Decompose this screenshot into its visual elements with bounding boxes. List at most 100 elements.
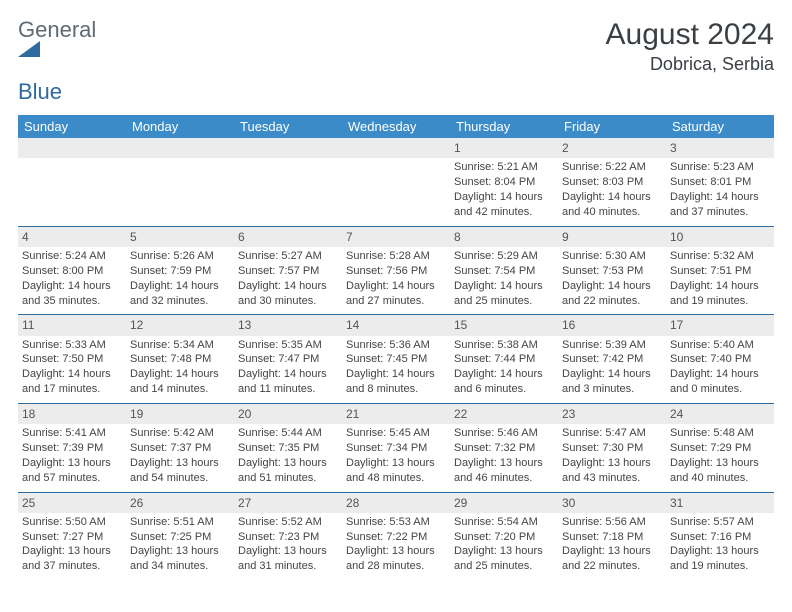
- sunset-text: Sunset: 7:42 PM: [562, 352, 662, 367]
- day-number: 17: [666, 315, 774, 335]
- sunrise-text: Sunrise: 5:50 AM: [22, 515, 122, 530]
- calendar-cell: 21Sunrise: 5:45 AMSunset: 7:34 PMDayligh…: [342, 403, 450, 492]
- daylight-text: Daylight: 14 hours and 17 minutes.: [22, 367, 122, 397]
- calendar-cell: 24Sunrise: 5:48 AMSunset: 7:29 PMDayligh…: [666, 403, 774, 492]
- logo-word2: Blue: [18, 79, 62, 104]
- daylight-text: Daylight: 14 hours and 35 minutes.: [22, 279, 122, 309]
- calendar-cell: 9 Sunrise: 5:30 AMSunset: 7:53 PMDaylight…: [558, 226, 666, 315]
- sunrise-text: Sunrise: 5:34 AM: [130, 338, 230, 353]
- sunrise-text: Sunrise: 5:46 AM: [454, 426, 554, 441]
- calendar-cell: 15Sunrise: 5:38 AMSunset: 7:44 PMDayligh…: [450, 315, 558, 404]
- calendar-cell: 1Sunrise: 5:21 AMSunset: 8:04 PMDaylight…: [450, 138, 558, 226]
- day-header: Wednesday: [342, 115, 450, 138]
- day-number: 9: [558, 227, 666, 247]
- sunset-text: Sunset: 7:39 PM: [22, 441, 122, 456]
- sunrise-text: Sunrise: 5:36 AM: [346, 338, 446, 353]
- sunset-text: Sunset: 7:44 PM: [454, 352, 554, 367]
- daylight-text: Daylight: 14 hours and 22 minutes.: [562, 279, 662, 309]
- daylight-text: Daylight: 13 hours and 51 minutes.: [238, 456, 338, 486]
- day-header: Saturday: [666, 115, 774, 138]
- daylight-text: Daylight: 13 hours and 22 minutes.: [562, 544, 662, 574]
- calendar-table: SundayMondayTuesdayWednesdayThursdayFrid…: [18, 115, 774, 580]
- day-number: 23: [558, 404, 666, 424]
- calendar-cell: 7Sunrise: 5:28 AMSunset: 7:56 PMDaylight…: [342, 226, 450, 315]
- day-number: 14: [342, 315, 450, 335]
- daylight-text: Daylight: 14 hours and 11 minutes.: [238, 367, 338, 397]
- daylight-text: Daylight: 13 hours and 28 minutes.: [346, 544, 446, 574]
- sunset-text: Sunset: 7:30 PM: [562, 441, 662, 456]
- day-number: 24: [666, 404, 774, 424]
- day-number: 8: [450, 227, 558, 247]
- calendar-cell: [234, 138, 342, 226]
- calendar-cell: 22Sunrise: 5:46 AMSunset: 7:32 PMDayligh…: [450, 403, 558, 492]
- day-number: 22: [450, 404, 558, 424]
- sunset-text: Sunset: 7:20 PM: [454, 530, 554, 545]
- day-number: 18: [18, 404, 126, 424]
- calendar-week: 18 Sunrise: 5:41 AMSunset: 7:39 PM Dayligh…: [18, 403, 774, 492]
- daylight-text: Daylight: 14 hours and 32 minutes.: [130, 279, 230, 309]
- calendar-cell: 6Sunrise: 5:27 AMSunset: 7:57 PMDaylight…: [234, 226, 342, 315]
- calendar-week: 1Sunrise: 5:21 AMSunset: 8:04 PMDaylight…: [18, 138, 774, 226]
- sunrise-text: Sunrise: 5:33 AM: [22, 338, 122, 353]
- calendar-page: General Blue August 2024 Dobrica, Serbia…: [0, 0, 792, 612]
- calendar-cell: 25Sunrise: 5:50 AMSunset: 7:27 PMDayligh…: [18, 492, 126, 580]
- day-number: 15: [450, 315, 558, 335]
- day-number: 28: [342, 493, 450, 513]
- daylight-text: Daylight: 13 hours and 19 minutes.: [670, 544, 770, 574]
- sunrise-text: Sunrise: 5:29 AM: [454, 249, 554, 264]
- sunset-text: Sunset: 8:03 PM: [562, 175, 662, 190]
- sunset-text: Sunset: 8:01 PM: [670, 175, 770, 190]
- daylight-text: Daylight: 14 hours and 14 minutes.: [130, 367, 230, 397]
- calendar-cell: 18Sunrise: 5:41 AMSunset: 7:39 PMDayligh…: [18, 403, 126, 492]
- day-number: 5: [126, 227, 234, 247]
- daylight-text: Daylight: 14 hours and 40 minutes.: [562, 190, 662, 220]
- sunrise-text: Sunrise: 5:57 AM: [670, 515, 770, 530]
- daylight-text: Daylight: 13 hours and 34 minutes.: [130, 544, 230, 574]
- sunset-text: Sunset: 7:48 PM: [130, 352, 230, 367]
- daylight-text: Daylight: 14 hours and 3 minutes.: [562, 367, 662, 397]
- title-block: August 2024 Dobrica, Serbia: [606, 18, 774, 75]
- day-number: 12: [126, 315, 234, 335]
- sunset-text: Sunset: 7:56 PM: [346, 264, 446, 279]
- daylight-text: Daylight: 14 hours and 0 minutes.: [670, 367, 770, 397]
- day-number: 10: [666, 227, 774, 247]
- sunrise-text: Sunrise: 5:26 AM: [130, 249, 230, 264]
- sunset-text: Sunset: 7:59 PM: [130, 264, 230, 279]
- logo-text: General Blue: [18, 18, 96, 103]
- calendar-cell: 19Sunrise: 5:42 AMSunset: 7:37 PMDayligh…: [126, 403, 234, 492]
- sunrise-text: Sunrise: 5:30 AM: [562, 249, 662, 264]
- daylight-text: Daylight: 14 hours and 25 minutes.: [454, 279, 554, 309]
- calendar-week: 11Sunrise: 5:33 AMSunset: 7:50 PMDayligh…: [18, 315, 774, 404]
- daylight-text: Daylight: 13 hours and 31 minutes.: [238, 544, 338, 574]
- sunset-text: Sunset: 7:16 PM: [670, 530, 770, 545]
- day-header: Monday: [126, 115, 234, 138]
- sunset-text: Sunset: 7:37 PM: [130, 441, 230, 456]
- sunset-text: Sunset: 7:51 PM: [670, 264, 770, 279]
- sunrise-text: Sunrise: 5:22 AM: [562, 160, 662, 175]
- calendar-cell: 20Sunrise: 5:44 AMSunset: 7:35 PMDayligh…: [234, 403, 342, 492]
- day-number: 11: [18, 315, 126, 335]
- day-number: 16: [558, 315, 666, 335]
- sunset-text: Sunset: 7:32 PM: [454, 441, 554, 456]
- day-number-empty: [18, 138, 126, 158]
- daylight-text: Daylight: 13 hours and 25 minutes.: [454, 544, 554, 574]
- sunrise-text: Sunrise: 5:28 AM: [346, 249, 446, 264]
- sunset-text: Sunset: 7:53 PM: [562, 264, 662, 279]
- day-header: Sunday: [18, 115, 126, 138]
- day-number: 31: [666, 493, 774, 513]
- day-number-empty: [342, 138, 450, 158]
- sunrise-text: Sunrise: 5:41 AM: [22, 426, 122, 441]
- sunrise-text: Sunrise: 5:51 AM: [130, 515, 230, 530]
- day-number: 19: [126, 404, 234, 424]
- daylight-text: Daylight: 14 hours and 8 minutes.: [346, 367, 446, 397]
- sunset-text: Sunset: 7:18 PM: [562, 530, 662, 545]
- sunset-text: Sunset: 7:34 PM: [346, 441, 446, 456]
- sunset-text: Sunset: 7:50 PM: [22, 352, 122, 367]
- day-number: 20: [234, 404, 342, 424]
- calendar-cell: 31 Sunrise: 5:57 AMSunset: 7:16 PMDayligh…: [666, 492, 774, 580]
- daylight-text: Daylight: 14 hours and 19 minutes.: [670, 279, 770, 309]
- daylight-text: Daylight: 14 hours and 42 minutes.: [454, 190, 554, 220]
- sunrise-text: Sunrise: 5:52 AM: [238, 515, 338, 530]
- calendar-cell: 14Sunrise: 5:36 AMSunset: 7:45 PMDayligh…: [342, 315, 450, 404]
- sunset-text: Sunset: 7:23 PM: [238, 530, 338, 545]
